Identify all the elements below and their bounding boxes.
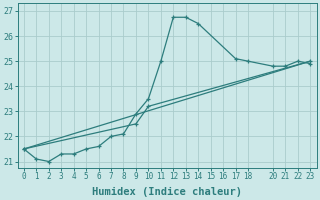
X-axis label: Humidex (Indice chaleur): Humidex (Indice chaleur) <box>92 186 242 197</box>
